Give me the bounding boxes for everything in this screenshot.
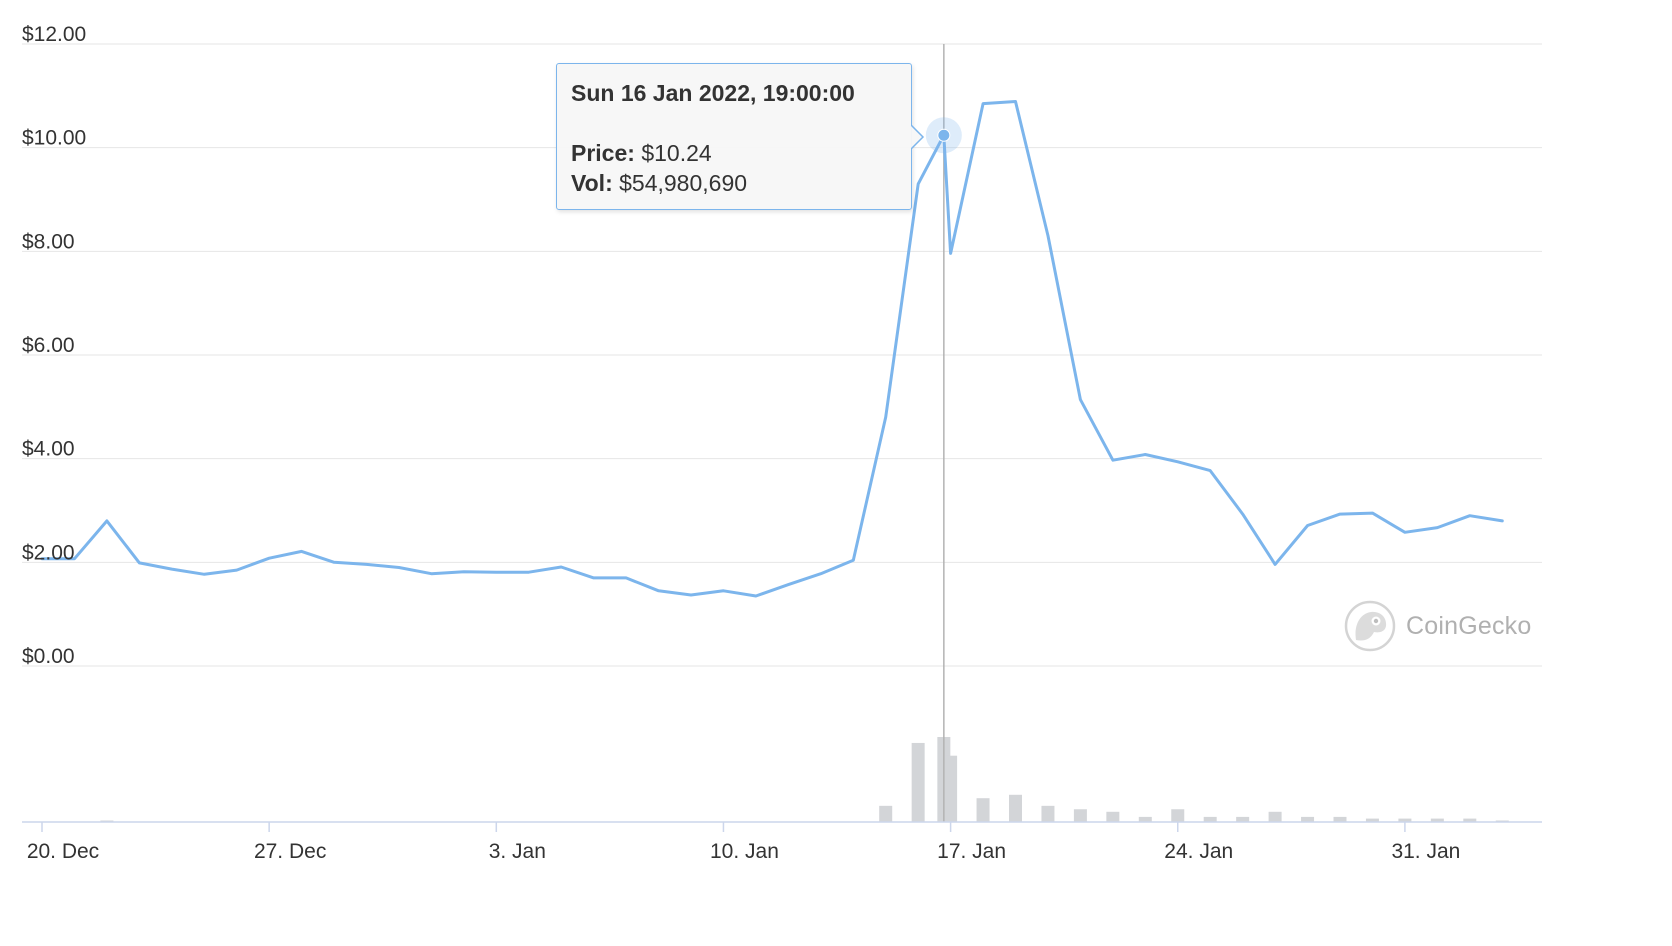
x-tick-label: 3. Jan [489,840,546,863]
volume-bar[interactable] [1463,818,1477,822]
volume-bars [100,737,1509,822]
hover-point-marker[interactable] [937,128,951,142]
price-tooltip: Sun 16 Jan 2022, 19:00:00 Price: $10.24 … [556,63,912,210]
tooltip-pointer-icon [911,125,925,149]
volume-bar[interactable] [1365,818,1379,822]
tooltip-price-label: Price: [571,140,635,166]
x-tick-label: 10. Jan [710,840,779,863]
y-axis-labels: $0.00 $2.00 $4.00 $6.00 $8.00 $10.00 $12.00 [22,23,86,668]
y-tick-label: $10.00 [22,127,86,150]
x-tick-label: 17. Jan [937,840,1006,863]
tooltip-vol-label: Vol: [571,170,613,196]
volume-bar[interactable] [1430,818,1444,822]
y-tick-label: $4.00 [22,438,75,461]
gecko-logo-icon [1344,600,1396,652]
volume-bar[interactable] [1398,818,1412,822]
x-tick-label: 20. Dec [27,840,99,863]
x-axis-ticks [41,822,1406,832]
volume-bar[interactable] [1041,805,1055,822]
volume-bar[interactable] [1009,794,1022,822]
volume-bar[interactable] [1301,816,1315,822]
y-tick-label: $12.00 [22,23,86,46]
tooltip-date: Sun 16 Jan 2022, 19:00:00 [571,80,855,106]
y-tick-label: $2.00 [22,541,75,564]
price-series-line[interactable] [40,100,1504,598]
volume-bar[interactable] [879,805,893,822]
x-tick-label: 27. Dec [254,840,326,863]
volume-bar[interactable] [1106,811,1120,822]
y-tick-label: $6.00 [22,334,75,357]
volume-bar[interactable] [1138,816,1152,822]
x-tick-label: 31. Jan [1391,840,1460,863]
y-tick-label: $8.00 [22,230,75,253]
x-tick-label: 24. Jan [1164,840,1233,863]
volume-bar[interactable] [1203,816,1217,822]
volume-bar[interactable] [944,755,958,822]
volume-bar[interactable] [976,798,990,822]
x-axis-labels: 20. Dec 27. Dec 3. Jan 10. Jan 17. Jan 24. Ja… [27,840,1461,863]
volume-bar[interactable] [1073,809,1087,822]
volume-bar[interactable] [1171,809,1185,822]
volume-bar[interactable] [1333,816,1347,822]
tooltip-vol-row: Vol: $54,980,690 [571,168,897,198]
volume-bar[interactable] [1268,811,1282,822]
volume-bar[interactable] [911,742,925,822]
watermark-text: CoinGecko [1406,611,1532,640]
y-tick-label: $0.00 [22,645,75,668]
tooltip-price-value: $10.24 [641,140,712,166]
tooltip-price-row: Price: $10.24 [571,138,897,168]
tooltip-vol-value: $54,980,690 [619,170,748,196]
volume-bar[interactable] [1236,816,1250,822]
coingecko-watermark: CoinGecko [1344,600,1531,652]
